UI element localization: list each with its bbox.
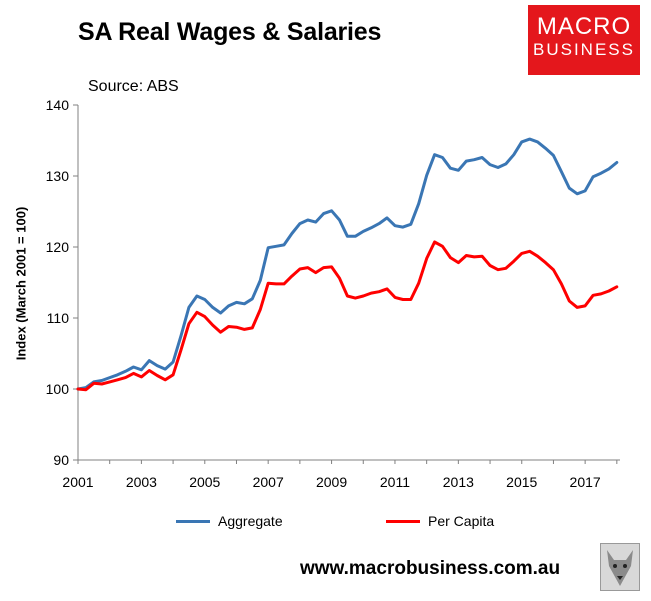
x-tick-label: 2005 [189,474,220,490]
chart-title: SA Real Wages & Salaries [78,18,382,46]
chart-series [76,137,619,392]
wolf-logo-icon [600,543,640,591]
legend-label-per-capita: Per Capita [428,513,495,529]
x-tick-label: 2013 [443,474,474,490]
y-tick-label: 120 [46,239,70,255]
y-tick-label: 130 [46,168,70,184]
website-url: www.macrobusiness.com.au [300,558,561,579]
x-tick-label: 2009 [316,474,347,490]
y-tick-label: 140 [46,97,70,113]
y-tick-label: 110 [47,310,70,326]
chart-axes: 90 100 110 120 130 140 2001 2003 2005 2007 2009 201… [46,97,620,490]
legend-swatch-aggregate [176,519,210,523]
logo-line-2: BUSINESS [533,40,635,59]
chart-source: Source: ABS [88,78,179,95]
legend-swatch-per-capita [386,519,420,523]
y-tick-label: 90 [53,452,69,468]
macrobusiness-logo: MACRO BUSINESS [528,5,640,75]
x-tick-label: 2017 [570,474,601,490]
x-tick-label: 2015 [506,474,537,490]
logo-line-1: MACRO [536,13,632,40]
legend-item-per-capita: Per Capita [386,513,494,529]
series-line-aggregate [76,137,619,391]
x-tick-label: 2003 [126,474,157,490]
x-tick-label: 2007 [253,474,284,490]
x-tick-label: 2011 [380,474,410,490]
x-tick-label: 2001 [62,474,93,490]
legend-item-aggregate: Aggregate [176,513,283,529]
legend-label-aggregate: Aggregate [218,513,283,529]
y-tick-label: 100 [46,381,70,397]
